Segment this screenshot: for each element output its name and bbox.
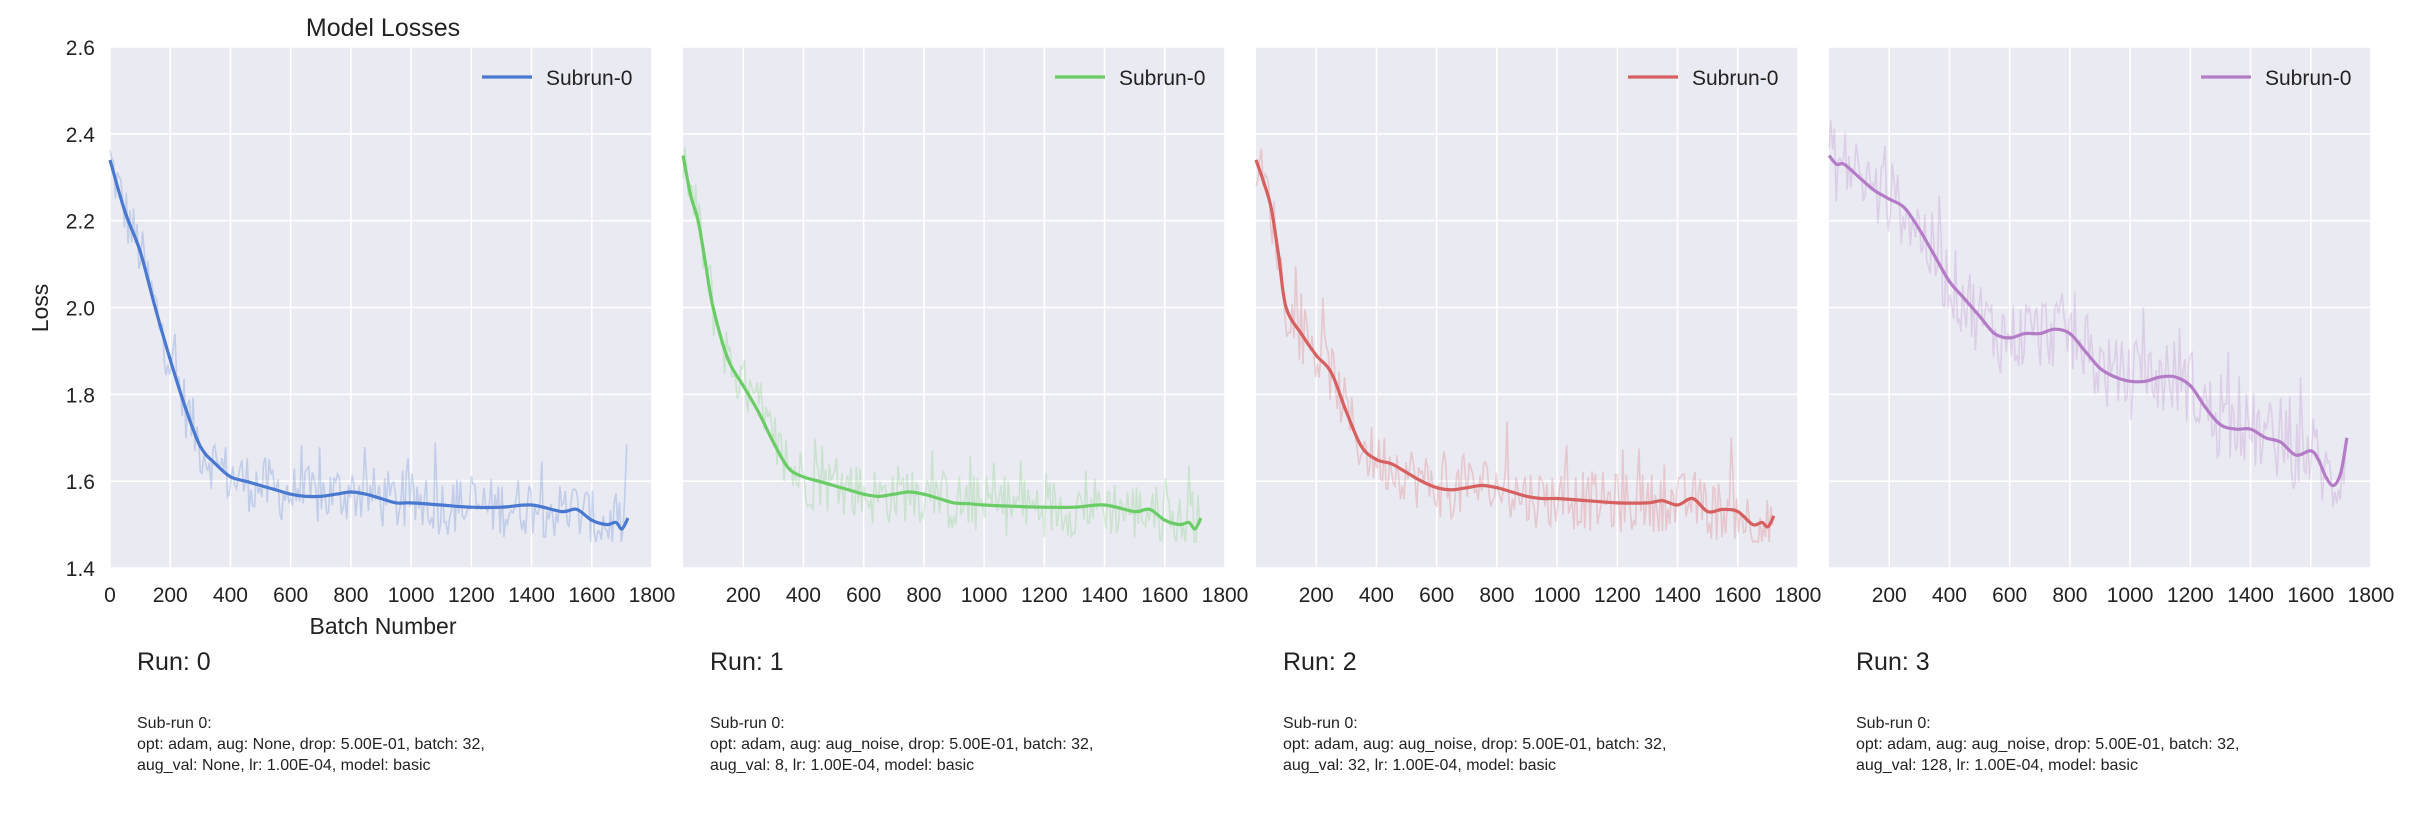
y-tick-label: 2.0 bbox=[66, 298, 95, 321]
x-tick-label: 1800 bbox=[1775, 584, 1822, 607]
subplot-3: 200 400 600 800 1000 1200 1400 1600 1800 Subrun-0 bbox=[1827, 46, 2395, 607]
x-tick-label: 1200 bbox=[1021, 584, 1068, 607]
raw-loss-line-2 bbox=[1255, 148, 1774, 544]
x-tick-label: 1000 bbox=[1534, 584, 1581, 607]
raw-loss-line-3 bbox=[1828, 120, 2347, 508]
run-1-subrun-header: Sub-run 0: bbox=[710, 715, 785, 732]
x-tick-label: 1000 bbox=[2107, 584, 2154, 607]
y-tick-label: 1.4 bbox=[66, 558, 96, 581]
x-tick-label: 0 bbox=[104, 584, 116, 607]
y-tick-label: 2.6 bbox=[66, 37, 95, 60]
x-tick-label: 1000 bbox=[961, 584, 1008, 607]
loss-line-3 bbox=[1827, 154, 2349, 488]
x-tick-label: 800 bbox=[2052, 584, 2087, 607]
subplot-2: 200 400 600 800 1000 1200 1400 1600 1800 Subrun-0 bbox=[1254, 46, 1822, 607]
run-1-subrun-params: opt: adam, aug: aug_noise, drop: 5.00E-0… bbox=[710, 736, 1094, 774]
x-tick-label: 400 bbox=[1932, 584, 1967, 607]
x-tick-label: 800 bbox=[1479, 584, 1514, 607]
y-tick-label: 1.6 bbox=[66, 471, 95, 494]
x-tick-label: 200 bbox=[153, 584, 188, 607]
y-tick-label: 2.2 bbox=[66, 211, 95, 234]
x-tick-label: 1400 bbox=[508, 584, 555, 607]
x-tick-label: 400 bbox=[786, 584, 821, 607]
x-tick-label: 1200 bbox=[448, 584, 495, 607]
x-tick-label: 600 bbox=[1419, 584, 1454, 607]
x-tick-label: 1600 bbox=[1714, 584, 1761, 607]
x-tick-label: 400 bbox=[213, 584, 248, 607]
x-tick-label: 200 bbox=[1872, 584, 1907, 607]
x-tick-label: 1800 bbox=[2348, 584, 2395, 607]
x-axis-label: Batch Number bbox=[309, 613, 456, 639]
run-3-subrun-params: opt: adam, aug: aug_noise, drop: 5.00E-0… bbox=[1856, 736, 2240, 774]
legend-label-2: Subrun-0 bbox=[1692, 67, 1778, 90]
x-tick-label: 600 bbox=[273, 584, 308, 607]
x-tick-label: 1400 bbox=[1081, 584, 1128, 607]
run-1-title: Run: 1 bbox=[710, 648, 784, 676]
run-0-info: Run: 0 Sub-run 0: opt: adam, aug: None, … bbox=[137, 648, 657, 776]
x-tick-label: 400 bbox=[1359, 584, 1394, 607]
run-1-info: Run: 1 Sub-run 0: opt: adam, aug: aug_no… bbox=[710, 648, 1230, 776]
x-tick-label: 800 bbox=[333, 584, 368, 607]
y-tick-label: 2.4 bbox=[66, 124, 96, 147]
x-tick-label: 1600 bbox=[2287, 584, 2334, 607]
loss-line-1 bbox=[681, 155, 1203, 531]
loss-line-0 bbox=[108, 159, 630, 531]
y-tick-label: 1.8 bbox=[66, 384, 95, 407]
x-tick-label: 1600 bbox=[1141, 584, 1188, 607]
legend-label-3: Subrun-0 bbox=[2265, 67, 2351, 90]
subplot-1: 200 400 600 800 1000 1200 1400 1600 1800 Subrun-0 bbox=[681, 46, 1249, 607]
subplots: 0 200 400 600 800 1000 1200 1400 1600 1800 1.4 1.6 1… bbox=[27, 37, 2394, 639]
x-tick-label: 600 bbox=[1992, 584, 2027, 607]
subplot-0: 0 200 400 600 800 1000 1200 1400 1600 1800 1.4 1.6 1… bbox=[27, 37, 675, 639]
run-2-info: Run: 2 Sub-run 0: opt: adam, aug: aug_no… bbox=[1283, 648, 1803, 776]
run-3-info: Run: 3 Sub-run 0: opt: adam, aug: aug_no… bbox=[1856, 648, 2376, 776]
x-tick-label: 1200 bbox=[1594, 584, 1641, 607]
x-tick-label: 1800 bbox=[629, 584, 676, 607]
run-3-subrun-header: Sub-run 0: bbox=[1856, 715, 1931, 732]
x-tick-label: 800 bbox=[906, 584, 941, 607]
model-losses-figure: Model Losses 0 200 400 600 800 1000 1200 1400 16… bbox=[27, 14, 2394, 639]
x-tick-label: 1000 bbox=[388, 584, 435, 607]
chart-title: Model Losses bbox=[306, 14, 460, 42]
loss-line-2 bbox=[1254, 159, 1776, 529]
raw-loss-line-1 bbox=[682, 147, 1201, 543]
run-2-title: Run: 2 bbox=[1283, 648, 1357, 676]
run-2-subrun-params: opt: adam, aug: aug_noise, drop: 5.00E-0… bbox=[1283, 736, 1667, 774]
x-tick-label: 1400 bbox=[1654, 584, 1701, 607]
x-tick-label: 600 bbox=[846, 584, 881, 607]
x-tick-label: 1600 bbox=[568, 584, 615, 607]
run-2-subrun-header: Sub-run 0: bbox=[1283, 715, 1358, 732]
run-0-subrun-header: Sub-run 0: bbox=[137, 715, 212, 732]
y-axis-label: Loss bbox=[27, 284, 53, 333]
run-3-title: Run: 3 bbox=[1856, 648, 1930, 676]
legend-label-1: Subrun-0 bbox=[1119, 67, 1205, 90]
legend-label-0: Subrun-0 bbox=[546, 67, 632, 90]
run-0-title: Run: 0 bbox=[137, 648, 211, 676]
x-tick-label: 200 bbox=[1299, 584, 1334, 607]
x-tick-label: 1200 bbox=[2167, 584, 2214, 607]
x-tick-label: 200 bbox=[726, 584, 761, 607]
x-tick-label: 1400 bbox=[2227, 584, 2274, 607]
run-0-subrun-params: opt: adam, aug: None, drop: 5.00E-01, ba… bbox=[137, 736, 485, 774]
x-tick-label: 1800 bbox=[1202, 584, 1249, 607]
